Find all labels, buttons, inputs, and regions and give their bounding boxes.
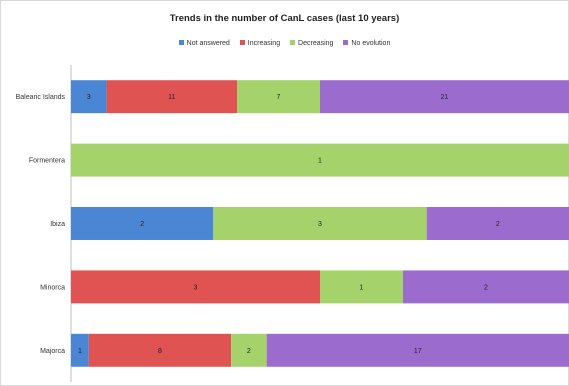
bar-segment (320, 80, 569, 114)
legend-label-no-evolution: No evolution (351, 40, 391, 47)
legend-swatch-no-evolution (343, 39, 349, 45)
bar-segment (106, 80, 237, 114)
bar-segment (71, 80, 107, 114)
category-tick-label: Balearic Islands (16, 94, 66, 101)
bar-segment (231, 333, 267, 367)
legend-item-increasing: Increasing (239, 39, 281, 47)
data-label: 1 (318, 158, 322, 165)
legend-label-not-answered: Not answered (186, 40, 230, 47)
bar-segment (237, 80, 320, 114)
data-label: 2 (496, 221, 500, 228)
legend: Not answered Increasing Decreasing No ev… (0, 39, 569, 47)
bar-segment (426, 207, 569, 240)
legend-item-no-evolution: No evolution (343, 39, 391, 47)
bar-segment (320, 270, 403, 304)
data-label: 2 (484, 284, 488, 291)
data-label: 3 (87, 94, 91, 101)
data-label: 8 (158, 348, 162, 355)
bar-segment (71, 207, 214, 240)
category-tick-label: Majorca (40, 348, 65, 355)
data-label: 21 (441, 94, 449, 101)
legend-label-decreasing: Decreasing (298, 40, 334, 47)
category-tick-label: Minorca (40, 284, 65, 291)
legend-item-decreasing: Decreasing (290, 39, 334, 47)
data-label: 2 (140, 221, 144, 228)
legend-label-increasing: Increasing (247, 40, 281, 47)
data-label: 3 (318, 221, 322, 228)
bar-segment (71, 333, 89, 367)
legend-swatch-increasing (239, 39, 245, 45)
category-tick-label: Formentera (29, 158, 65, 165)
data-label: 17 (414, 348, 422, 355)
bar-segment (71, 143, 569, 177)
bar-segment (403, 270, 569, 304)
data-label: 2 (247, 348, 251, 355)
data-label: 1 (360, 284, 364, 291)
legend-swatch-decreasing (290, 39, 296, 45)
legend-swatch-not-answered (178, 39, 184, 45)
chart-title: Trends in the number of CanL cases (last… (169, 13, 400, 24)
bar-segment (213, 207, 427, 240)
data-label: 3 (194, 284, 198, 291)
legend-item-not-answered: Not answered (178, 39, 230, 47)
category-tick-label: Ibiza (50, 221, 65, 228)
bar-segment (71, 270, 320, 304)
data-label: 1 (78, 348, 82, 355)
bar-segment (88, 333, 232, 367)
data-label: 7 (277, 94, 281, 101)
data-label: 11 (168, 94, 175, 101)
bar-segment (266, 333, 569, 367)
